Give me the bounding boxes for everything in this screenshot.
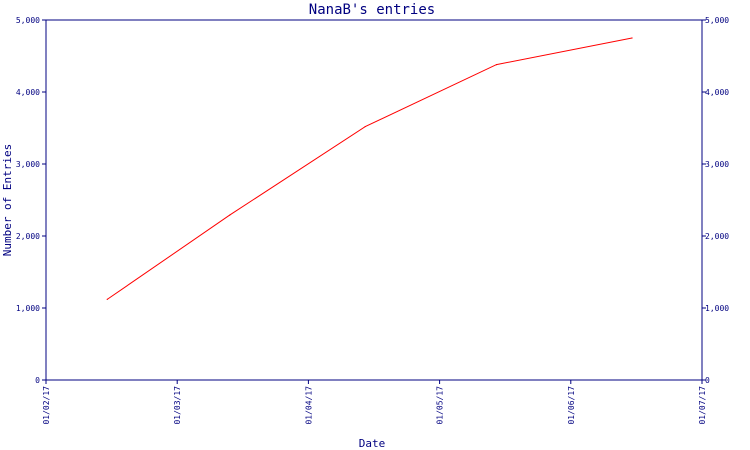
y-tick-label-left: 4,000: [16, 88, 40, 97]
y-tick-label-right: 1,000: [705, 304, 729, 313]
x-tick-label: 01/07/17: [698, 386, 707, 425]
series-layer: [106, 37, 633, 300]
y-tick-label-right: 0: [705, 376, 710, 385]
y-tick-label-right: 2,000: [705, 232, 729, 241]
data-point: [631, 37, 633, 39]
x-tick-label: 01/02/17: [42, 386, 51, 425]
x-axis-label: Date: [359, 437, 386, 450]
plot-border: [45, 19, 703, 381]
data-point: [364, 125, 366, 128]
x-tick-label: 01/03/17: [173, 386, 182, 425]
data-point: [229, 214, 231, 216]
y-tick-label-left: 0: [35, 376, 40, 385]
series-line: [106, 37, 633, 300]
y-tick-label-right: 4,000: [705, 88, 729, 97]
y-axis-right: 0 1,000 2,000 3,000 4,000 5,000: [702, 16, 729, 385]
data-point: [495, 64, 498, 66]
x-axis: 01/02/17 01/03/17 01/04/17 01/05/17 01/06/17…: [42, 380, 707, 425]
x-tick-label: 01/06/17: [567, 386, 576, 425]
x-tick-label: 01/04/17: [304, 386, 313, 425]
y-axis-label: Number of Entries: [1, 144, 14, 257]
y-axis-left: 0 1,000 2,000 3,000 4,000 5,000: [16, 16, 46, 385]
x-tick-label: 01/05/17: [436, 386, 445, 425]
data-point: [106, 298, 108, 300]
chart-title: NanaB's entries: [309, 2, 435, 18]
y-tick-label-right: 5,000: [705, 16, 729, 25]
plot-frame: [45, 19, 703, 381]
y-tick-label-left: 1,000: [16, 304, 40, 313]
y-tick-label-left: 2,000: [16, 232, 40, 241]
y-tick-label-left: 3,000: [16, 160, 40, 169]
y-tick-label-right: 3,000: [705, 160, 729, 169]
y-tick-label-left: 5,000: [16, 16, 40, 25]
